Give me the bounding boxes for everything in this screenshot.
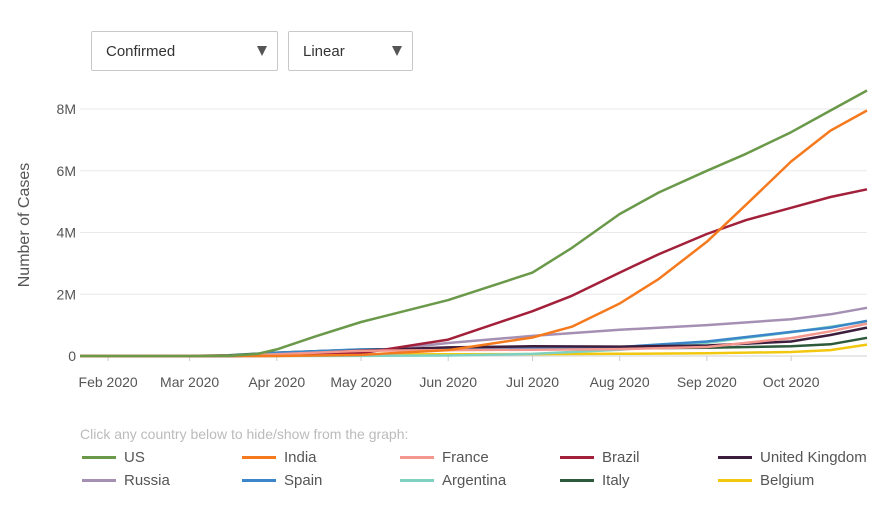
legend-swatch [718, 456, 752, 459]
x-axis-ticks: Feb 2020 Mar 2020 Apr 2020 May 2020 Jun 2020… [79, 356, 820, 390]
legend-item-us[interactable]: US [82, 446, 145, 469]
legend-swatch [560, 479, 594, 482]
legend-label: Spain [284, 472, 323, 489]
series-line-brazil [79, 188, 868, 358]
chevron-down-icon [257, 46, 267, 56]
y-tick-label: 2M [57, 286, 76, 302]
legend-swatch [718, 479, 752, 482]
legend-item-argentina[interactable]: Argentina [400, 469, 506, 492]
legend-label: Brazil [602, 449, 640, 466]
legend-label: Belgium [760, 472, 815, 489]
series-line-france [79, 322, 868, 358]
metric-dropdown[interactable]: Confirmed [91, 31, 278, 71]
legend-item-russia[interactable]: Russia [82, 469, 170, 492]
legend-swatch [82, 456, 116, 459]
scale-dropdown-value: Linear [303, 42, 345, 60]
legend-hint: Click any country below to hide/show fro… [80, 426, 409, 442]
y-tick-label: 8M [57, 101, 76, 117]
legend-swatch [242, 479, 276, 482]
gridlines [80, 108, 867, 357]
y-tick-label: 4M [57, 225, 76, 241]
series-line-india [80, 109, 868, 358]
legend-item-belgium[interactable]: Belgium [718, 469, 814, 492]
chevron-down-icon [392, 46, 402, 56]
legend-item-france[interactable]: France [400, 446, 489, 469]
x-tick-label: Sep 2020 [677, 374, 737, 390]
legend-label: Italy [602, 472, 630, 489]
legend-item-italy[interactable]: Italy [560, 469, 630, 492]
legend-item-spain[interactable]: Spain [242, 469, 322, 492]
cases-line-chart: 0 2M 4M 6M 8M Feb 2020 Mar 2020 Apr 2020 May 20… [16, 89, 868, 390]
legend-swatch [560, 456, 594, 459]
metric-dropdown-value: Confirmed [106, 42, 176, 60]
scale-dropdown[interactable]: Linear [288, 31, 413, 71]
y-axis-ticks: 0 2M 4M 6M 8M [57, 101, 77, 364]
x-tick-label: May 2020 [330, 374, 392, 390]
legend-swatch [400, 456, 434, 459]
legend-label: France [442, 449, 489, 466]
x-tick-label: Feb 2020 [79, 374, 138, 390]
x-tick-label: Mar 2020 [160, 374, 219, 390]
legend-label: United Kingdom [760, 449, 867, 466]
x-tick-label: Jul 2020 [506, 374, 559, 390]
legend-swatch [242, 456, 276, 459]
legend-label: Russia [124, 472, 170, 489]
legend-swatch [82, 479, 116, 482]
legend-label: Argentina [442, 472, 507, 489]
x-tick-label: Jun 2020 [419, 374, 477, 390]
y-tick-label: 6M [57, 163, 76, 179]
legend-item-united-kingdom[interactable]: United Kingdom [718, 446, 867, 469]
series-lines [79, 89, 868, 358]
x-tick-label: Oct 2020 [763, 374, 820, 390]
y-tick-label: 0 [68, 348, 76, 364]
legend-label: India [284, 449, 317, 466]
legend-label: US [124, 449, 145, 466]
legend: US India France Brazil United Kingdom Russia S… [82, 446, 882, 496]
series-line-us [79, 89, 868, 358]
legend-item-brazil[interactable]: Brazil [560, 446, 640, 469]
x-tick-label: Apr 2020 [248, 374, 305, 390]
y-axis-label: Number of Cases [16, 163, 33, 288]
legend-item-india[interactable]: India [242, 446, 317, 469]
legend-swatch [400, 479, 434, 482]
x-tick-label: Aug 2020 [590, 374, 650, 390]
